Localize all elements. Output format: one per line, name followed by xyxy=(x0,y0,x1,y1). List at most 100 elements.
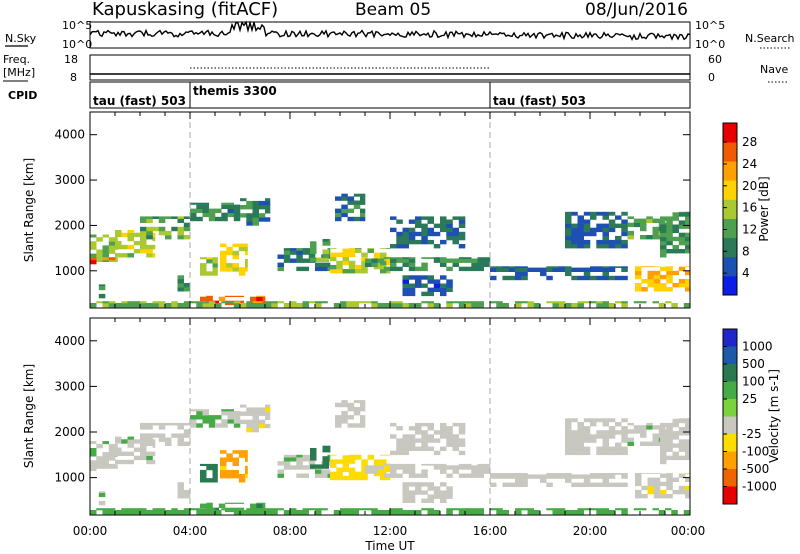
velocity-cell xyxy=(371,469,378,474)
velocity-cell xyxy=(678,439,686,444)
power-cell xyxy=(140,235,147,240)
velocity-cell xyxy=(245,465,248,471)
velocity-cell xyxy=(421,446,428,451)
power-cell xyxy=(608,223,616,228)
velocity-cell xyxy=(660,455,667,461)
power-cell xyxy=(602,267,609,272)
power-cell xyxy=(290,258,297,263)
velocity-cell xyxy=(360,406,366,412)
power-cell xyxy=(265,200,271,206)
power-cell xyxy=(171,216,178,219)
power-cell xyxy=(183,222,191,228)
power-cell xyxy=(660,249,667,254)
velocity-cell xyxy=(277,473,284,478)
velocity-cell xyxy=(452,438,459,443)
power-cell xyxy=(666,249,673,254)
velocity-cell xyxy=(208,510,216,515)
power-cell xyxy=(678,236,686,242)
velocity-cell xyxy=(190,409,197,412)
velocity-cell xyxy=(171,510,178,515)
velocity-cell xyxy=(685,418,691,424)
velocity-cell xyxy=(152,510,159,515)
velocity-cell xyxy=(446,486,453,491)
velocity-cell xyxy=(108,463,116,467)
power-cell xyxy=(458,244,466,249)
velocity-cell xyxy=(633,429,641,434)
power-cell xyxy=(647,283,654,288)
velocity-cell xyxy=(336,467,343,472)
power-cell xyxy=(496,303,503,308)
power-cell xyxy=(660,244,667,250)
velocity-cell xyxy=(140,425,147,430)
velocity-cell xyxy=(240,411,247,416)
velocity-cell xyxy=(336,475,343,481)
power-cell xyxy=(183,216,191,219)
velocity-cell xyxy=(265,508,272,511)
velocity-cell xyxy=(527,474,534,479)
velocity-cell xyxy=(183,429,191,434)
power-cell xyxy=(440,216,447,220)
power-cell xyxy=(177,287,184,292)
velocity-cell xyxy=(635,473,642,478)
power-cell xyxy=(302,248,309,251)
power-cell xyxy=(602,215,609,220)
velocity-cell xyxy=(206,463,213,466)
velocity-cell xyxy=(646,441,653,446)
power-cell xyxy=(353,200,361,205)
power-cell xyxy=(108,303,116,308)
velocity-cell xyxy=(171,433,178,438)
power-cell xyxy=(102,249,109,254)
power-cell xyxy=(140,226,147,232)
velocity-cell xyxy=(221,409,228,412)
velocity-cell xyxy=(402,438,409,443)
power-cell xyxy=(240,213,247,218)
velocity-cell xyxy=(246,407,253,412)
power-cell xyxy=(283,254,291,259)
power-cell xyxy=(315,262,322,267)
velocity-cell xyxy=(452,508,459,511)
power-cell xyxy=(565,231,572,237)
velocity-cell xyxy=(483,465,491,470)
power-cell xyxy=(146,253,153,258)
velocity-cell xyxy=(226,474,233,479)
power-cell xyxy=(647,270,654,276)
power-cell xyxy=(502,267,509,272)
power-cell xyxy=(396,231,403,237)
power-cell xyxy=(415,283,422,288)
velocity-cell xyxy=(427,426,434,431)
y-tick-label: 1000 xyxy=(54,264,85,278)
power-cell xyxy=(477,262,484,267)
power-cell xyxy=(90,259,97,265)
power-colorbar-tick-label: 16 xyxy=(742,201,757,215)
velocity-cell xyxy=(212,465,218,471)
power-cell xyxy=(408,291,416,297)
power-cell xyxy=(571,227,578,233)
velocity-cell xyxy=(183,508,191,511)
velocity-cell xyxy=(646,422,653,426)
power-cell xyxy=(347,200,355,205)
power-cell xyxy=(90,245,97,250)
power-cell xyxy=(427,239,434,245)
velocity-cell xyxy=(452,469,459,474)
velocity-cell xyxy=(583,508,591,511)
velocity-cell xyxy=(252,411,259,416)
velocity-cell xyxy=(190,419,197,424)
power-cell xyxy=(302,303,309,308)
velocity-cell xyxy=(621,482,628,487)
power-cell xyxy=(672,244,679,250)
velocity-cell xyxy=(433,465,441,470)
power-cell xyxy=(158,230,166,236)
velocity-cell xyxy=(232,461,239,466)
power-cell xyxy=(666,270,673,276)
velocity-cell xyxy=(310,456,317,461)
power-cell xyxy=(565,219,572,224)
power-cell xyxy=(360,193,366,197)
power-cell xyxy=(245,243,248,248)
velocity-cell xyxy=(665,508,672,511)
power-cell xyxy=(602,244,609,249)
velocity-cell xyxy=(327,454,331,458)
velocity-cell xyxy=(515,482,522,487)
velocity-cell xyxy=(262,503,266,508)
power-cell xyxy=(341,196,348,201)
